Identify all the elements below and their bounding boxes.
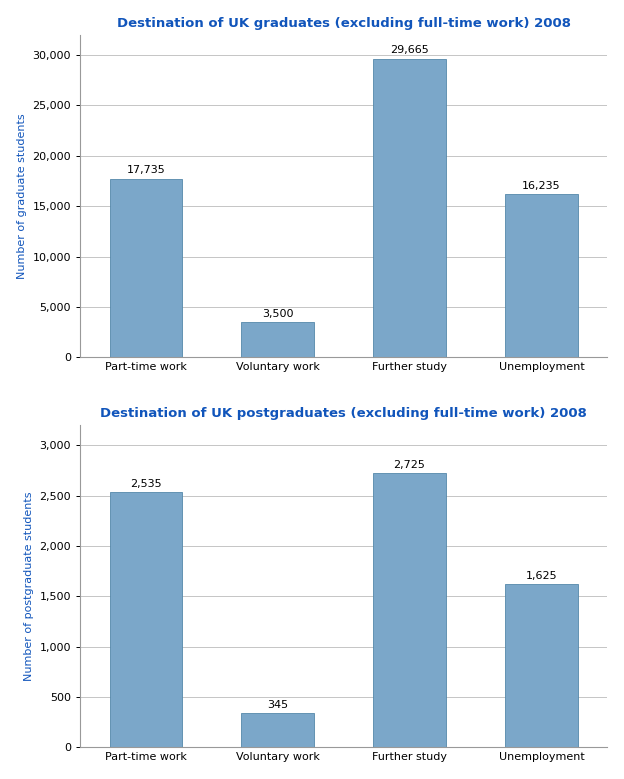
- Bar: [110, 492, 182, 748]
- Text: 16,235: 16,235: [522, 181, 561, 191]
- Title: Destination of UK graduates (excluding full-time work) 2008: Destination of UK graduates (excluding f…: [117, 16, 570, 30]
- Title: Destination of UK postgraduates (excluding full-time work) 2008: Destination of UK postgraduates (excludi…: [100, 407, 587, 420]
- Text: 2,535: 2,535: [130, 479, 162, 489]
- Bar: [110, 178, 182, 358]
- Y-axis label: Number of postgraduate students: Number of postgraduate students: [24, 492, 34, 681]
- Bar: [505, 194, 578, 358]
- Text: 3,500: 3,500: [262, 308, 293, 319]
- Text: 1,625: 1,625: [525, 570, 557, 580]
- Y-axis label: Number of graduate students: Number of graduate students: [17, 113, 27, 279]
- Text: 17,735: 17,735: [127, 165, 165, 175]
- Bar: [373, 473, 446, 748]
- Bar: [241, 322, 314, 358]
- Text: 29,665: 29,665: [390, 45, 429, 55]
- Bar: [373, 58, 446, 358]
- Bar: [505, 583, 578, 748]
- Text: 345: 345: [267, 700, 288, 710]
- Text: 2,725: 2,725: [394, 460, 426, 470]
- Bar: [241, 713, 314, 748]
